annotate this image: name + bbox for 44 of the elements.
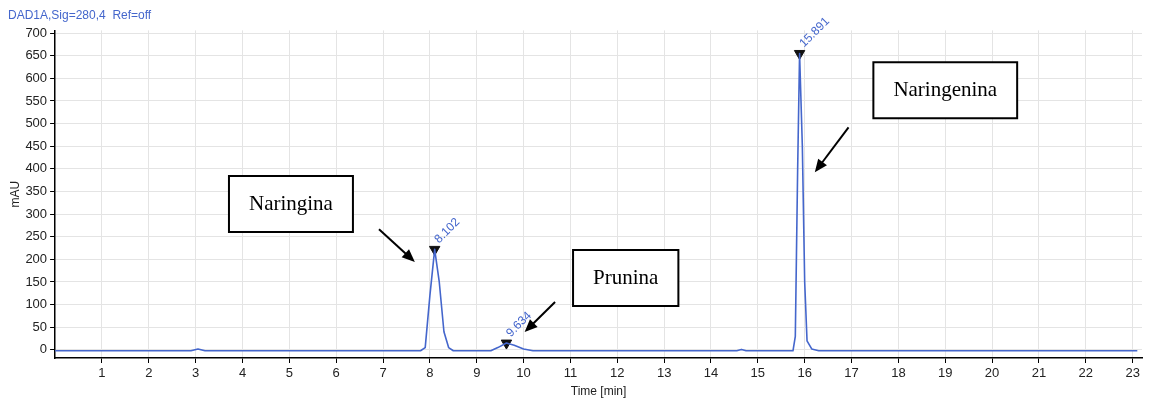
x-tick-label: 12	[610, 365, 625, 381]
x-tick-label: 5	[285, 365, 293, 381]
chart-title: DAD1A,Sig=280,4 Ref=off	[8, 7, 152, 22]
x-tick-label: 9	[473, 365, 481, 381]
x-tick-label: 17	[844, 365, 859, 381]
y-tick-label: 400	[25, 160, 48, 176]
y-tick-label: 150	[25, 273, 48, 289]
x-tick-label: 13	[656, 365, 672, 381]
x-tick-label: 11	[563, 365, 578, 381]
x-tick-label: 8	[426, 365, 434, 381]
y-tick-label: 500	[25, 115, 48, 131]
x-tick-label: 20	[984, 365, 1000, 381]
x-tick-label: 7	[379, 365, 387, 381]
y-tick-label: 550	[25, 92, 48, 108]
y-tick-label: 250	[25, 228, 48, 244]
annotation: Prunina	[593, 264, 660, 289]
x-tick-label: 10	[516, 365, 531, 381]
x-tick-label: 15	[750, 365, 766, 381]
x-tick-label: 1	[98, 365, 106, 381]
y-tick-label: 100	[25, 296, 48, 312]
x-tick-label: 19	[938, 365, 953, 381]
y-tick-label: 600	[25, 69, 48, 85]
y-tick-label: 450	[25, 137, 48, 153]
x-tick-label: 3	[192, 365, 200, 381]
y-tick-label: 50	[32, 318, 48, 334]
x-tick-label: 2	[145, 365, 153, 381]
y-tick-label: 350	[25, 183, 48, 199]
y-tick-label: 650	[25, 47, 48, 63]
x-tick-label: 18	[891, 365, 906, 381]
annotation: Naringina	[248, 190, 334, 215]
x-tick-label: 22	[1078, 365, 1094, 381]
x-tick-label: 6	[332, 365, 340, 381]
x-tick-label: 16	[797, 365, 812, 381]
x-tick-label: 21	[1031, 365, 1047, 381]
y-tick-label: 200	[25, 250, 48, 266]
y-axis-title: mAU	[7, 180, 22, 208]
y-tick-label: 0	[39, 341, 48, 357]
x-tick-label: 14	[703, 365, 719, 381]
x-axis-title: Time [min]	[570, 384, 627, 399]
y-tick-label: 700	[25, 24, 48, 40]
x-tick-label: 23	[1125, 365, 1140, 381]
y-tick-label: 300	[25, 205, 48, 221]
annotation: Naringenina	[893, 76, 998, 101]
x-tick-label: 4	[238, 365, 247, 381]
